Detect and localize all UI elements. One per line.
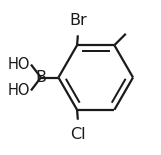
- Text: HO: HO: [8, 83, 30, 98]
- Text: Br: Br: [69, 13, 87, 29]
- Text: HO: HO: [8, 57, 30, 72]
- Text: Cl: Cl: [70, 126, 86, 142]
- Text: B: B: [35, 70, 46, 85]
